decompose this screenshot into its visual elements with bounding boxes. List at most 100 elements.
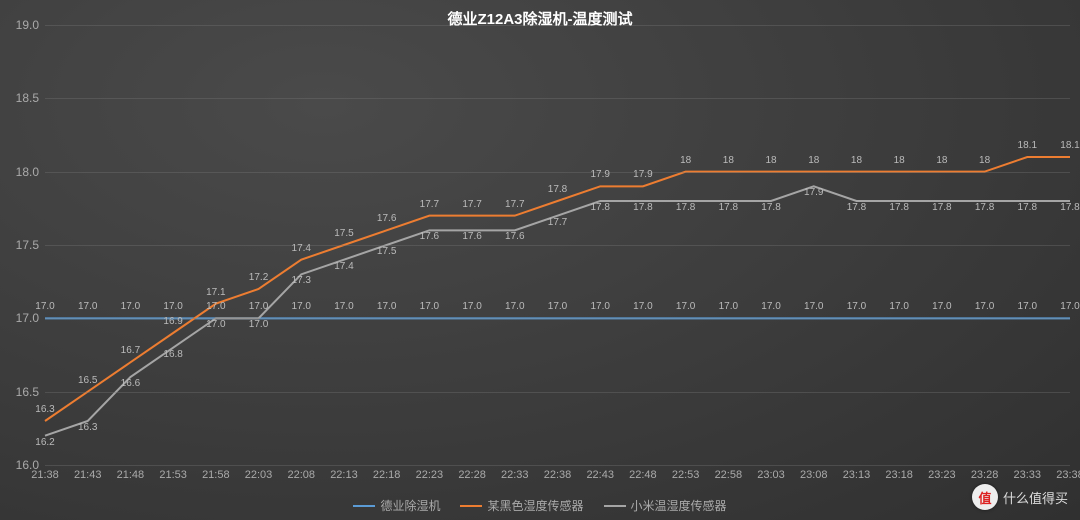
data-label: 17.8 — [975, 202, 994, 213]
x-axis-label: 23:03 — [757, 465, 785, 481]
data-label: 18 — [765, 155, 776, 166]
data-label: 17.4 — [292, 243, 311, 254]
data-label: 17.0 — [206, 319, 225, 330]
data-label: 17.0 — [420, 301, 439, 312]
data-label: 17.8 — [847, 202, 866, 213]
legend-item: 小米温湿度传感器 — [604, 497, 727, 514]
data-label: 17.6 — [462, 231, 481, 242]
data-label: 17.0 — [719, 301, 738, 312]
y-axis-label: 18.5 — [16, 91, 45, 105]
x-axis-label: 23:38 — [1056, 465, 1080, 481]
plot-area: 16.016.517.017.518.018.519.021:3821:4321… — [45, 25, 1070, 465]
data-label: 17.8 — [633, 202, 652, 213]
data-label: 17.0 — [761, 301, 780, 312]
watermark-badge-icon: 值 — [972, 484, 998, 510]
data-label: 17.8 — [548, 184, 567, 195]
data-label: 16.3 — [78, 422, 97, 433]
legend-label: 小米温湿度传感器 — [631, 497, 727, 514]
x-axis-label: 23:28 — [971, 465, 999, 481]
x-axis-label: 21:43 — [74, 465, 102, 481]
x-axis-label: 22:53 — [672, 465, 700, 481]
x-axis-label: 22:03 — [245, 465, 273, 481]
data-label: 17.0 — [334, 301, 353, 312]
x-axis-label: 23:13 — [843, 465, 871, 481]
data-label: 18.1 — [1060, 140, 1079, 151]
data-label: 17.9 — [804, 187, 823, 198]
data-label: 18.1 — [1018, 140, 1037, 151]
data-label: 18 — [808, 155, 819, 166]
legend-label: 某黑色湿度传感器 — [487, 497, 583, 514]
chart-container: 德业Z12A3除湿机-温度测试 16.016.517.017.518.018.5… — [0, 0, 1080, 520]
data-label: 17.0 — [121, 301, 140, 312]
legend-swatch-icon — [604, 505, 626, 507]
data-label: 17.0 — [633, 301, 652, 312]
data-label: 16.5 — [78, 375, 97, 386]
data-label: 18 — [894, 155, 905, 166]
data-label: 17.8 — [761, 202, 780, 213]
x-axis-label: 22:28 — [458, 465, 486, 481]
gridline — [45, 318, 1070, 319]
data-label: 17.0 — [249, 319, 268, 330]
data-label: 17.5 — [377, 246, 396, 257]
data-label: 17.8 — [590, 202, 609, 213]
data-label: 17.0 — [292, 301, 311, 312]
data-label: 17.8 — [719, 202, 738, 213]
gridline — [45, 98, 1070, 99]
gridline — [45, 25, 1070, 26]
legend-label: 德业除湿机 — [380, 497, 440, 514]
data-label: 17.6 — [505, 231, 524, 242]
x-axis-label: 21:48 — [117, 465, 145, 481]
data-label: 17.6 — [377, 213, 396, 224]
data-label: 17.4 — [334, 261, 353, 272]
y-axis-label: 18.0 — [16, 165, 45, 179]
data-label: 17.0 — [163, 301, 182, 312]
series-line — [45, 157, 1070, 421]
data-label: 17.0 — [206, 301, 225, 312]
x-axis-label: 22:23 — [416, 465, 444, 481]
data-label: 17.7 — [505, 199, 524, 210]
data-label: 17.0 — [889, 301, 908, 312]
x-axis-label: 22:18 — [373, 465, 401, 481]
x-axis-label: 22:08 — [287, 465, 315, 481]
data-label: 16.3 — [35, 404, 54, 415]
data-label: 17.9 — [590, 169, 609, 180]
data-label: 17.0 — [35, 301, 54, 312]
legend-item: 某黑色湿度传感器 — [460, 497, 583, 514]
data-label: 16.2 — [35, 437, 54, 448]
data-label: 17.0 — [505, 301, 524, 312]
data-label: 16.8 — [163, 349, 182, 360]
data-label: 17.3 — [292, 275, 311, 286]
x-axis-label: 22:38 — [544, 465, 572, 481]
data-label: 17.0 — [676, 301, 695, 312]
data-label: 17.0 — [847, 301, 866, 312]
data-label: 18 — [936, 155, 947, 166]
y-axis-label: 17.5 — [16, 238, 45, 252]
gridline — [45, 245, 1070, 246]
data-label: 17.7 — [462, 199, 481, 210]
data-label: 17.0 — [78, 301, 97, 312]
data-label: 17.2 — [249, 272, 268, 283]
x-axis-label: 22:43 — [586, 465, 614, 481]
data-label: 17.9 — [633, 169, 652, 180]
x-axis-label: 23:33 — [1014, 465, 1042, 481]
data-label: 17.0 — [975, 301, 994, 312]
y-axis-label: 16.5 — [16, 385, 45, 399]
watermark: 值 什么值得买 — [972, 484, 1068, 510]
x-axis-label: 22:48 — [629, 465, 657, 481]
data-label: 18 — [680, 155, 691, 166]
data-label: 17.8 — [1060, 202, 1079, 213]
x-axis-label: 22:58 — [715, 465, 743, 481]
data-label: 16.9 — [163, 316, 182, 327]
data-label: 17.8 — [676, 202, 695, 213]
x-axis-label: 21:58 — [202, 465, 230, 481]
data-label: 17.0 — [377, 301, 396, 312]
data-label: 17.0 — [249, 301, 268, 312]
data-label: 18 — [851, 155, 862, 166]
data-label: 17.0 — [462, 301, 481, 312]
gridline — [45, 172, 1070, 173]
data-label: 16.7 — [121, 345, 140, 356]
x-axis-label: 22:33 — [501, 465, 529, 481]
y-axis-label: 17.0 — [16, 311, 45, 325]
data-label: 18 — [723, 155, 734, 166]
data-label: 17.0 — [804, 301, 823, 312]
